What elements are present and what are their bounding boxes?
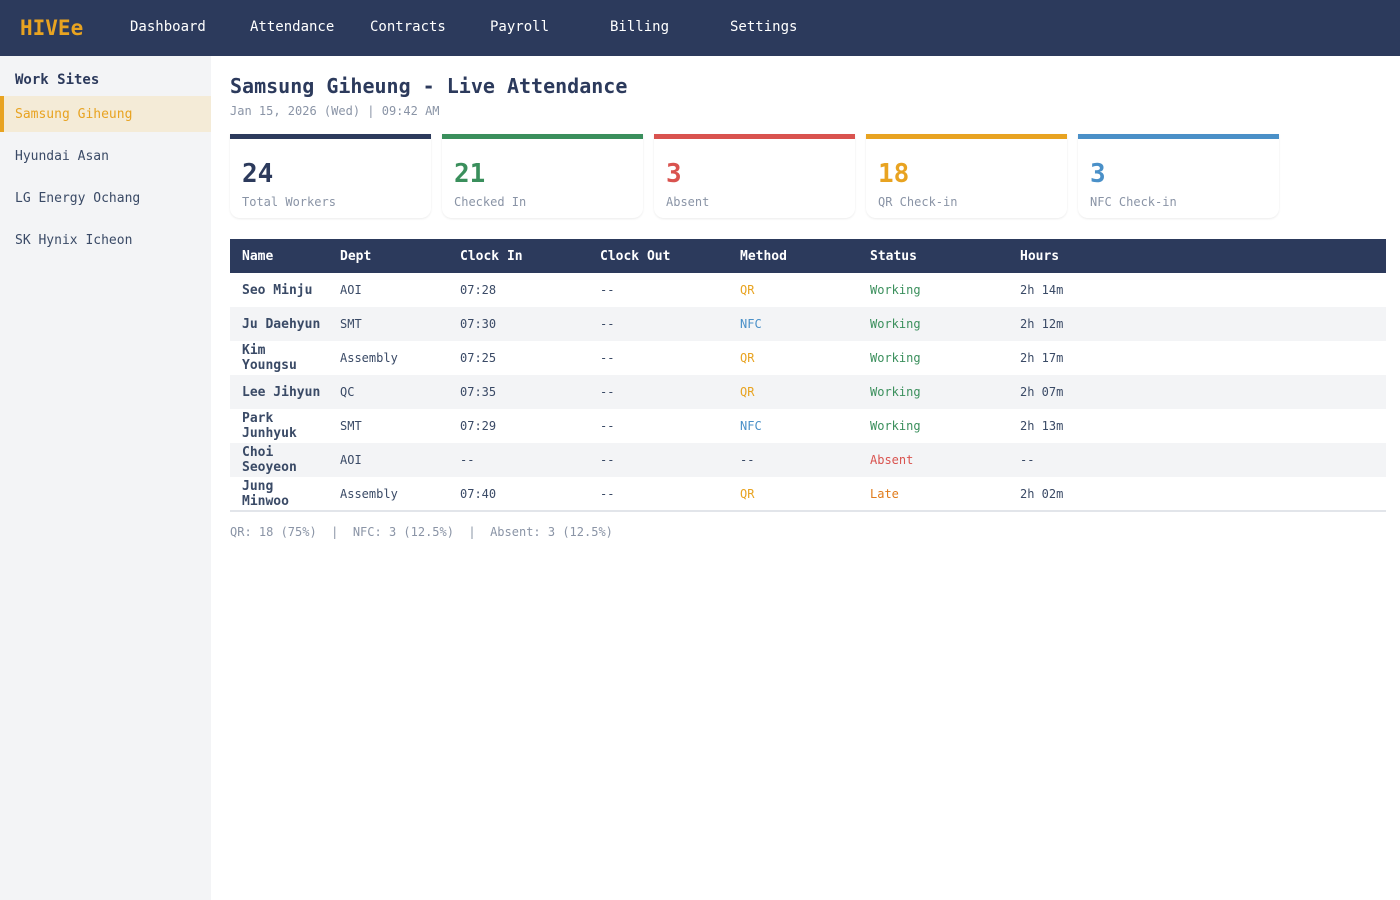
stat-label: NFC Check-in bbox=[1090, 195, 1177, 209]
clock-out-cell: -- bbox=[588, 307, 728, 341]
sidebar: Work Sites Samsung Giheung Hyundai Asan … bbox=[0, 56, 211, 900]
table-row[interactable]: Kim Youngsu Assembly 07:25 -- QR Working 2h 17… bbox=[230, 341, 1386, 375]
table-row[interactable]: Choi Seoyeon AOI -- -- -- Absent -- bbox=[230, 443, 1386, 477]
name-cell: Seo Minju bbox=[242, 282, 313, 298]
nav-attendance[interactable]: Attendance bbox=[250, 19, 335, 35]
dept-cell: AOI bbox=[328, 443, 448, 477]
dept-cell: SMT bbox=[340, 419, 362, 433]
nav-settings[interactable]: Settings bbox=[730, 19, 798, 35]
sidebar-item-lg-energy-ochang[interactable]: LG Energy Ochang bbox=[15, 191, 141, 206]
dept-cell: SMT bbox=[328, 307, 448, 341]
column-header[interactable]: Name bbox=[230, 239, 328, 273]
clock-out-cell: -- bbox=[600, 419, 615, 433]
name-cell: Kim Youngsu bbox=[242, 343, 297, 373]
name-cell: Park Junhyuk bbox=[242, 411, 297, 441]
hours-cell: 2h 17m bbox=[1020, 351, 1064, 365]
page-title: Samsung Giheung - Live Attendance bbox=[230, 74, 628, 98]
status-cell: Working bbox=[858, 375, 1008, 409]
sidebar-item-samsung-giheung[interactable]: Samsung Giheung bbox=[0, 96, 211, 132]
column-header[interactable]: Hours bbox=[1008, 239, 1386, 273]
top-nav-bar: HIVEe Dashboard Attendance Contracts Pay… bbox=[0, 0, 1400, 56]
column-header[interactable]: Dept bbox=[328, 239, 448, 273]
column-header[interactable]: Status bbox=[858, 239, 1008, 273]
clock-in-cell: 07:40 bbox=[460, 486, 497, 501]
table-row[interactable]: Park Junhyuk SMT 07:29 -- NFC Working 2h 13m bbox=[230, 409, 1386, 443]
sidebar-item-hyundai-asan[interactable]: Hyundai Asan bbox=[15, 149, 109, 164]
logo[interactable]: HIVEe bbox=[20, 16, 84, 40]
column-header[interactable]: Clock Out bbox=[588, 239, 728, 273]
clock-out-cell: -- bbox=[600, 486, 615, 501]
summary-footer: QR: 18 (75%) | NFC: 3 (12.5%) | Absent: … bbox=[230, 525, 613, 539]
clock-out-cell: -- bbox=[600, 283, 615, 297]
hours-cell: 2h 12m bbox=[1008, 307, 1386, 341]
page-subtitle: Jan 15, 2026 (Wed) | 09:42 AM bbox=[230, 104, 440, 118]
clock-in-cell: 07:28 bbox=[460, 283, 497, 297]
hours-cell: 2h 14m bbox=[1020, 283, 1064, 297]
clock-in-cell: 07:35 bbox=[448, 375, 588, 409]
stat-value: 3 bbox=[1090, 159, 1106, 189]
status-cell: Working bbox=[870, 351, 921, 365]
nav-dashboard[interactable]: Dashboard bbox=[130, 19, 206, 35]
clock-in-cell: 07:29 bbox=[460, 419, 497, 433]
clock-out-cell: -- bbox=[588, 375, 728, 409]
hours-cell: 2h 13m bbox=[1020, 419, 1064, 433]
column-header[interactable]: Clock In bbox=[448, 239, 588, 273]
hours-cell: 2h 07m bbox=[1008, 375, 1386, 409]
stat-label: Absent bbox=[666, 195, 710, 209]
stat-value: 3 bbox=[666, 159, 682, 189]
nav-payroll[interactable]: Payroll bbox=[490, 19, 550, 35]
method-cell: QR bbox=[740, 351, 755, 365]
table-row[interactable]: Lee Jihyun QC 07:35 -- QR Working 2h 07m bbox=[230, 375, 1386, 409]
nav-contracts[interactable]: Contracts bbox=[370, 19, 446, 35]
stat-value: 21 bbox=[454, 159, 486, 189]
method-cell: QR bbox=[728, 375, 858, 409]
attendance-table: Name Dept Clock In Clock Out Method Status Hou… bbox=[230, 239, 1386, 512]
method-cell: NFC bbox=[728, 307, 858, 341]
method-cell: QR bbox=[740, 283, 755, 297]
stat-label: QR Check-in bbox=[878, 195, 958, 209]
dept-cell: AOI bbox=[340, 283, 362, 297]
clock-out-cell: -- bbox=[600, 351, 615, 365]
stat-value: 18 bbox=[878, 159, 910, 189]
hours-cell: 2h 02m bbox=[1020, 486, 1064, 501]
status-cell: Working bbox=[858, 307, 1008, 341]
clock-in-cell: 07:25 bbox=[460, 351, 497, 365]
stat-label: Total Workers bbox=[242, 195, 336, 209]
table-row[interactable]: Jung Minwoo Assembly 07:40 -- QR Late 2h 02m bbox=[230, 477, 1386, 511]
status-cell: Late bbox=[870, 486, 899, 501]
clock-in-cell: -- bbox=[448, 443, 588, 477]
dept-cell: Assembly bbox=[340, 486, 398, 501]
name-cell: Jung Minwoo bbox=[242, 478, 289, 509]
stat-value: 24 bbox=[242, 159, 274, 189]
sidebar-item-sk-hynix-icheon[interactable]: SK Hynix Icheon bbox=[15, 233, 133, 248]
table-row[interactable]: Seo Minju AOI 07:28 -- QR Working 2h 14m bbox=[230, 273, 1386, 307]
name-cell: Choi Seoyeon bbox=[230, 443, 328, 477]
clock-out-cell: -- bbox=[588, 443, 728, 477]
sidebar-title: Work Sites bbox=[15, 72, 100, 88]
name-cell: Ju Daehyun bbox=[230, 307, 328, 341]
method-cell: QR bbox=[740, 486, 755, 501]
method-cell: NFC bbox=[740, 419, 762, 433]
clock-in-cell: 07:30 bbox=[448, 307, 588, 341]
hours-cell: -- bbox=[1008, 443, 1386, 477]
status-cell: Absent bbox=[858, 443, 1008, 477]
method-cell: -- bbox=[728, 443, 858, 477]
stat-card: 24 Total Workers bbox=[230, 134, 431, 218]
dept-cell: QC bbox=[328, 375, 448, 409]
stat-label: Checked In bbox=[454, 195, 527, 209]
status-cell: Working bbox=[870, 419, 921, 433]
table-row[interactable]: Ju Daehyun SMT 07:30 -- NFC Working 2h 12m bbox=[230, 307, 1386, 341]
stat-card: 21 Checked In bbox=[442, 134, 643, 218]
stat-card: 3 Absent bbox=[654, 134, 855, 218]
nav-billing[interactable]: Billing bbox=[610, 19, 670, 35]
status-cell: Working bbox=[870, 283, 921, 297]
stat-card: 18 QR Check-in bbox=[866, 134, 1067, 218]
dept-cell: Assembly bbox=[340, 351, 398, 365]
name-cell: Lee Jihyun bbox=[230, 375, 328, 409]
stat-card: 3 NFC Check-in bbox=[1078, 134, 1279, 218]
column-header[interactable]: Method bbox=[728, 239, 858, 273]
